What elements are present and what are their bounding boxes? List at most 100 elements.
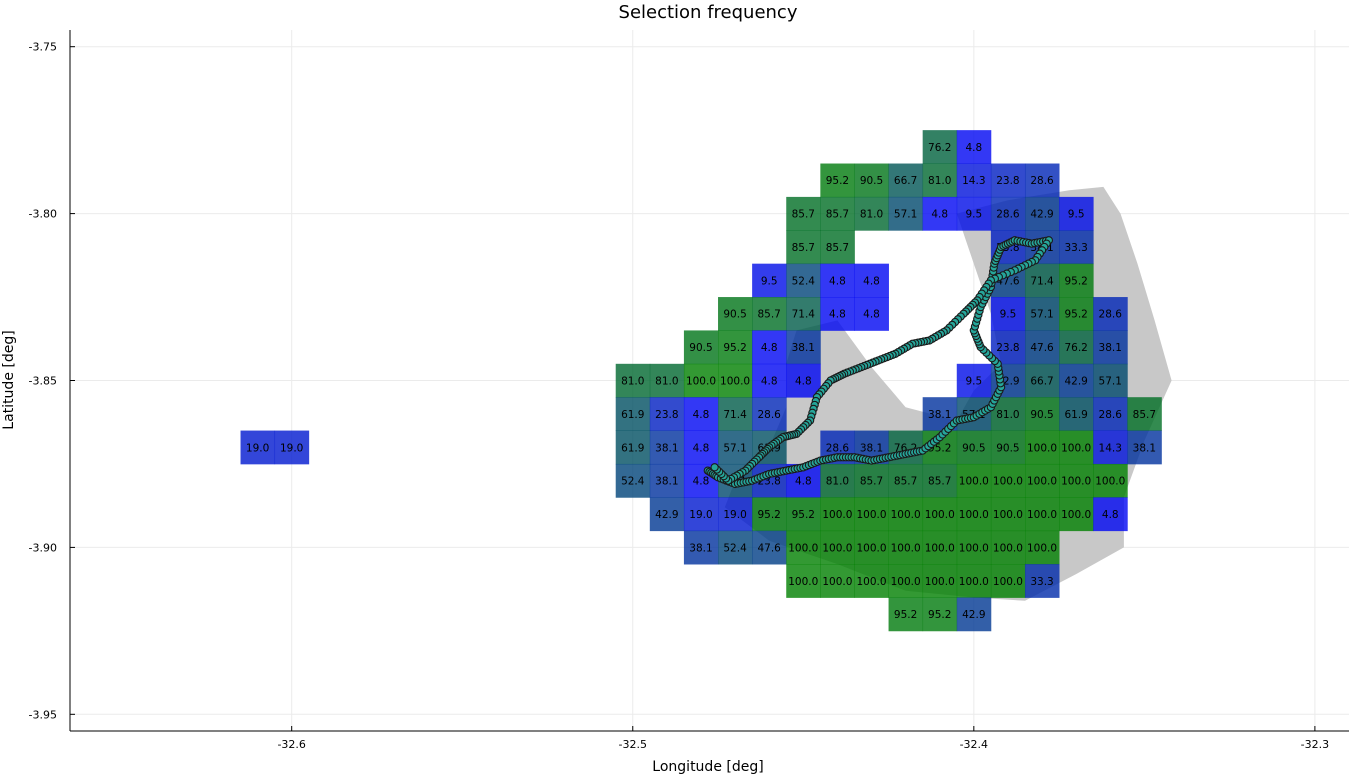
heatmap-cell-57 (1024, 363, 1060, 398)
cell-value-label-30: 71.4 (1030, 275, 1054, 287)
cell-value-label-109: 100.0 (891, 509, 921, 521)
heatmap-cell-116 (683, 530, 719, 565)
cell-value-label-107: 100.0 (822, 509, 852, 521)
cell-value-label-38: 57.1 (1030, 309, 1053, 321)
tick-labels: -32.6 -32.5 -32.4 -32.3 -3.75 -3.80 -3.85 -3.90… (29, 41, 1330, 751)
heatmap-cell-5 (854, 163, 889, 198)
heatmap-cell-31 (1059, 263, 1094, 298)
heatmap-cell-115 (1093, 497, 1128, 532)
cell-value-label-96: 85.7 (928, 476, 951, 488)
cell-value-label-122: 100.0 (891, 542, 921, 554)
heatmap-cell-51 (683, 363, 719, 398)
heatmap-cell-94 (854, 463, 889, 498)
cell-value-label-129: 100.0 (856, 576, 886, 588)
heatmap-cell-70 (1093, 397, 1128, 431)
heatmap-cell-95 (888, 463, 924, 498)
cell-value-label-35: 4.8 (829, 309, 846, 321)
cell-value-label-84: 100.0 (1061, 442, 1091, 454)
cell-value-label-65: 38.1 (928, 409, 951, 421)
cell-value-label-88: 38.1 (655, 476, 678, 488)
y-tick-label-2: -3.85 (29, 375, 57, 388)
heatmap-cell-33 (752, 297, 787, 331)
heatmap-cell-41 (683, 330, 719, 365)
cell-value-label-113: 100.0 (1027, 509, 1057, 521)
cell-value-label-8: 14.3 (962, 175, 985, 187)
heatmap-cell-126 (1024, 530, 1060, 565)
cell-value-label-52: 100.0 (720, 376, 750, 388)
cell-value-label-121: 100.0 (856, 542, 886, 554)
heatmap-cell-62 (683, 397, 719, 431)
heatmap-cell-71 (1127, 397, 1162, 431)
cell-value-label-2: 76.2 (928, 142, 951, 154)
heatmap-cell-2 (922, 130, 958, 164)
heatmap-cell-81 (956, 430, 992, 465)
x-tick-label-3: -32.3 (1301, 738, 1329, 751)
heatmap-cell-15 (922, 196, 958, 231)
cell-value-label-70: 28.6 (1099, 409, 1123, 421)
cell-value-label-15: 4.8 (931, 209, 948, 221)
cell-value-label-130: 100.0 (891, 576, 921, 588)
cell-value-label-78: 38.1 (860, 442, 883, 454)
heatmap-cell-52 (718, 363, 753, 398)
heatmap-cell-85 (1093, 430, 1128, 465)
cell-value-label-0: 19.0 (246, 442, 269, 454)
heatmap-cell-6 (888, 163, 924, 198)
cell-value-label-126: 100.0 (1027, 542, 1057, 554)
heatmap-cell-105 (752, 497, 787, 532)
cell-value-label-59: 57.1 (1099, 376, 1122, 388)
cell-value-label-67: 81.0 (996, 409, 1019, 421)
cell-value-label-73: 38.1 (655, 442, 678, 454)
cell-value-label-42: 95.2 (723, 342, 746, 354)
heatmap-cell-54 (786, 363, 821, 398)
heatmap-cell-21 (820, 230, 855, 265)
cell-value-label-45: 23.8 (996, 342, 1019, 354)
cell-value-label-60: 61.9 (621, 409, 644, 421)
cell-value-label-112: 100.0 (993, 509, 1023, 521)
heatmap-cell-131 (922, 564, 958, 598)
cell-value-label-127: 100.0 (788, 576, 818, 588)
heatmap-cell-125 (990, 530, 1026, 565)
cell-value-label-89: 4.8 (693, 476, 710, 488)
heatmap-cell-122 (888, 530, 924, 565)
y-tick-label-4: -3.95 (29, 708, 57, 721)
heatmap-cell-36 (854, 297, 889, 331)
heatmap-cell-59 (1093, 363, 1128, 398)
cell-value-label-103: 19.0 (689, 509, 712, 521)
heatmap-cell-11 (786, 196, 821, 231)
cell-value-label-13: 81.0 (860, 209, 883, 221)
cell-value-label-135: 95.2 (894, 609, 917, 621)
cell-value-label-55: 9.5 (965, 376, 982, 388)
cell-value-label-34: 71.4 (792, 309, 816, 321)
heatmap-cell-121 (854, 530, 889, 565)
heatmap-cell-108 (854, 497, 889, 532)
heatmap-cell-96 (922, 463, 958, 498)
x-axis-label: Longitude [deg] (652, 759, 763, 775)
cell-value-label-92: 4.8 (795, 476, 812, 488)
cell-value-label-25: 9.5 (761, 275, 778, 287)
cell-value-label-114: 100.0 (1061, 509, 1091, 521)
heatmap-cell-127 (786, 564, 821, 598)
cell-value-label-58: 42.9 (1064, 376, 1087, 388)
heatmap-cell-14 (888, 196, 924, 231)
cell-value-label-37: 9.5 (1000, 309, 1017, 321)
heatmap-cell-86 (1127, 430, 1162, 465)
cell-value-label-6: 66.7 (894, 175, 917, 187)
heatmap-cell-25 (752, 263, 787, 298)
cell-value-label-119: 100.0 (788, 542, 818, 554)
cell-value-label-20: 85.7 (792, 242, 815, 254)
heatmap-cell-42 (718, 330, 753, 365)
cell-value-label-105: 95.2 (757, 509, 780, 521)
heatmap-cell-24 (1059, 230, 1094, 265)
heatmap-cell-84 (1059, 430, 1094, 465)
cell-value-label-118: 47.6 (757, 542, 781, 554)
cell-value-label-81: 90.5 (962, 442, 985, 454)
heatmap-cell-107 (820, 497, 855, 532)
heatmap-cell-109 (888, 497, 924, 532)
heatmap-cell-136 (922, 597, 958, 632)
heatmap-cell-110 (922, 497, 958, 532)
cell-value-label-83: 100.0 (1027, 442, 1057, 454)
cell-value-label-111: 100.0 (959, 509, 989, 521)
cell-value-label-48: 38.1 (1099, 342, 1122, 354)
heatmap-cell-117 (718, 530, 753, 565)
heatmap-cell-4 (820, 163, 855, 198)
